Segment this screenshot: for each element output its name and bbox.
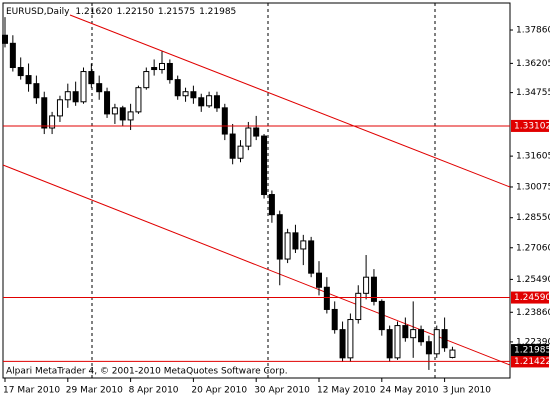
y-tick-label: 1.23860 xyxy=(516,308,550,318)
price-level-label: 1.21422 xyxy=(514,357,550,367)
candle-body xyxy=(386,329,393,359)
candle-body xyxy=(433,329,440,355)
candle-body xyxy=(56,99,63,117)
candle-body xyxy=(41,97,48,129)
x-tick-label: 3 Jun 2010 xyxy=(443,386,492,396)
x-tick-label: 30 Apr 2010 xyxy=(254,386,310,396)
y-tick-label: 1.27060 xyxy=(516,243,550,253)
candle-body xyxy=(402,325,409,339)
header-value: 1.21620 xyxy=(75,7,112,17)
candle-body xyxy=(206,95,213,107)
candle-body xyxy=(2,34,8,44)
plot-frame xyxy=(2,2,511,379)
candle-body xyxy=(96,83,103,93)
candle-body xyxy=(245,127,252,147)
candle-body xyxy=(135,87,142,113)
candle-body xyxy=(182,91,189,97)
candle-body xyxy=(143,71,150,89)
candle-body xyxy=(323,286,330,310)
candle-body xyxy=(425,341,432,355)
candle-body xyxy=(49,115,56,129)
y-tick-label: 1.37860 xyxy=(516,26,550,36)
candle-body xyxy=(292,232,299,250)
candle-body xyxy=(127,111,134,121)
candle-body xyxy=(370,276,377,302)
candle-body xyxy=(166,62,173,81)
y-tick-label: 1.31605 xyxy=(516,152,550,162)
candle-body xyxy=(72,91,79,103)
y-tick-label: 1.34755 xyxy=(516,88,550,98)
header-value: 1.22150 xyxy=(117,7,154,17)
candle-body xyxy=(331,308,338,331)
price-level-tag xyxy=(511,291,549,304)
x-tick-label: 29 Mar 2010 xyxy=(66,386,123,396)
chart-title: EURUSD,Daily xyxy=(6,7,70,17)
candle-body xyxy=(33,83,40,99)
candle-body xyxy=(394,325,401,359)
x-tick-label: 8 Apr 2010 xyxy=(129,386,179,396)
candle-body xyxy=(25,75,32,85)
candle-body xyxy=(268,194,275,216)
trend-channel xyxy=(2,14,511,366)
candle-body xyxy=(111,107,118,115)
candle-body xyxy=(17,67,24,77)
candle-body xyxy=(253,127,260,137)
candle-body xyxy=(237,145,244,159)
candle-body xyxy=(104,91,111,115)
candle-body xyxy=(378,300,385,331)
candle-body xyxy=(410,329,417,339)
y-tick-label: 1.36205 xyxy=(516,59,550,69)
y-tick-label: 1.30075 xyxy=(516,182,550,192)
current-price-tag xyxy=(511,344,549,357)
candle-body xyxy=(347,319,354,359)
candle-body xyxy=(300,240,307,250)
candle-body xyxy=(284,232,291,260)
candle-body xyxy=(316,272,322,288)
y-tick-label: 1.22390 xyxy=(516,337,550,347)
candle-body xyxy=(441,329,448,349)
price-level-label: 1.33102 xyxy=(514,121,550,131)
candle-body xyxy=(229,133,236,159)
candle-body xyxy=(80,71,87,103)
header-value: 1.21985 xyxy=(199,7,236,17)
candle-body xyxy=(213,95,220,109)
candle-body xyxy=(9,42,16,69)
x-tick-label: 12 May 2010 xyxy=(317,386,376,396)
candle-body xyxy=(276,214,283,260)
candle-body xyxy=(363,276,370,294)
candle-body xyxy=(449,349,456,358)
candle-body xyxy=(64,91,71,101)
x-tick-label: 24 May 2010 xyxy=(380,386,439,396)
trend-line xyxy=(2,164,511,366)
current-price-label: 1.21985 xyxy=(514,346,550,356)
candle-body xyxy=(355,292,362,321)
watermark: Alpari MetaTrader 4, © 2001-2010 MetaQuo… xyxy=(6,367,288,377)
candle-body xyxy=(88,71,95,85)
candle-body xyxy=(418,329,425,343)
price-level-tag xyxy=(511,119,549,132)
separators xyxy=(91,3,436,378)
candle-body xyxy=(339,329,346,359)
candle-body xyxy=(119,107,126,121)
candle-body xyxy=(221,107,228,135)
candle-body xyxy=(261,135,268,196)
y-tick-label: 1.25490 xyxy=(516,275,550,285)
trend-line xyxy=(69,14,511,188)
x-tick-label: 17 Mar 2010 xyxy=(3,386,60,396)
chart-header: EURUSD,Daily 1.21620 1.22150 1.21575 1.21985 xyxy=(6,7,236,17)
candle-body xyxy=(190,91,197,99)
candle-body xyxy=(174,79,181,97)
x-tick-label: 20 Apr 2010 xyxy=(191,386,247,396)
candle-body xyxy=(151,67,158,71)
candle-body xyxy=(198,97,205,107)
header-value: 1.21575 xyxy=(158,7,195,17)
candle-body xyxy=(308,240,315,274)
price-level-label: 1.24590 xyxy=(514,293,550,303)
candle-body xyxy=(159,62,165,71)
price-level-tag xyxy=(511,355,549,368)
y-tick-label: 1.28550 xyxy=(516,213,550,223)
